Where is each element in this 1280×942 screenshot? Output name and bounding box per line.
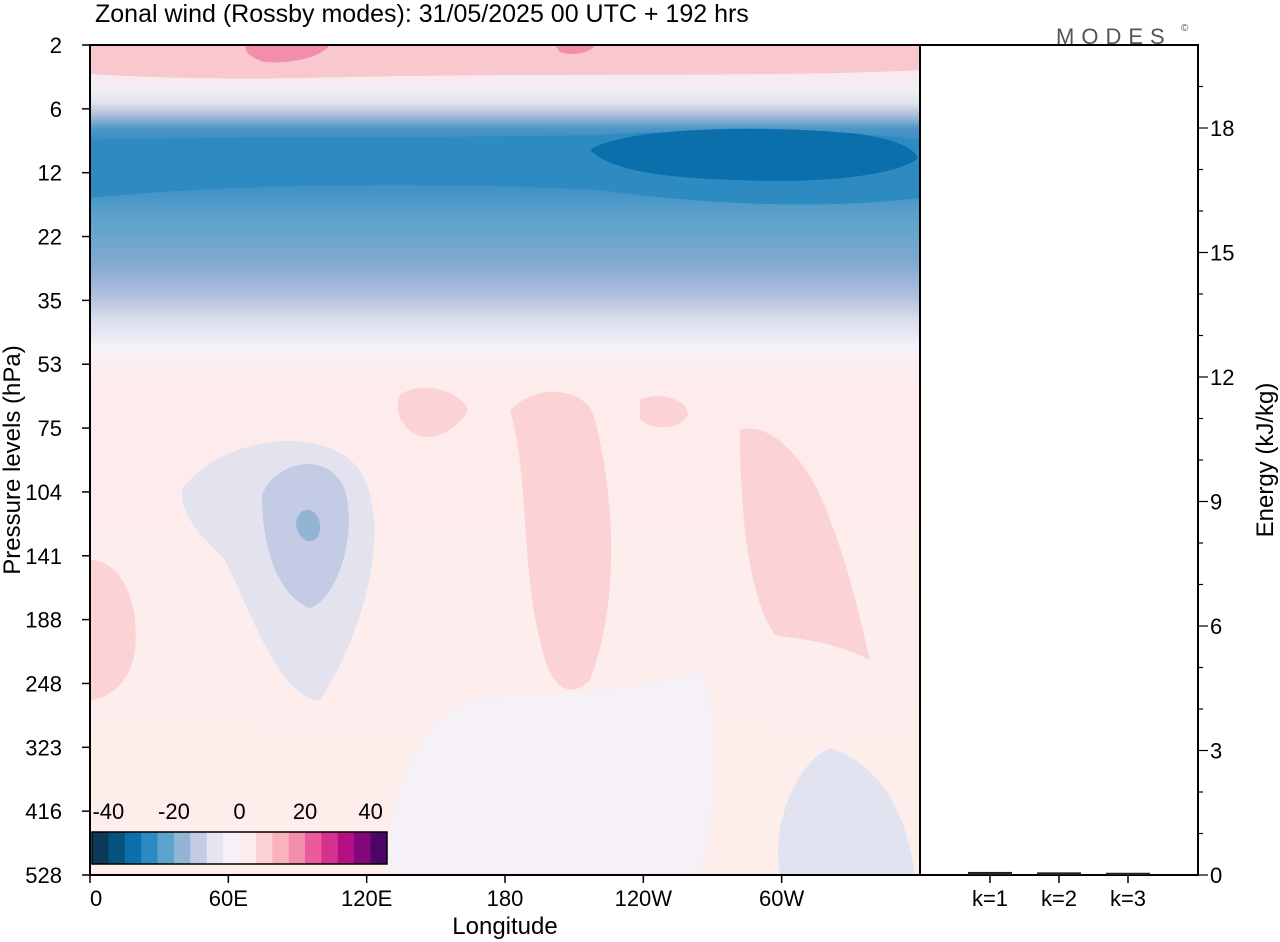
colorbar-cell	[223, 832, 240, 864]
colorbar-tick-label: 20	[293, 799, 317, 824]
energy-tick-label: 12	[1210, 365, 1234, 390]
title: Zonal wind (Rossby modes): 31/05/2025 00…	[95, 0, 749, 28]
x-tick-label: 60W	[759, 886, 804, 911]
energy-tick-label: 6	[1210, 614, 1222, 639]
neg-blob-surface	[778, 748, 915, 875]
energy-panel-frame	[919, 44, 1199, 876]
x-tick-label: 180	[487, 886, 524, 911]
lower-lilac-region	[385, 670, 715, 875]
stratospheric-pink-core	[245, 45, 330, 63]
stratospheric-pink-band	[90, 45, 920, 79]
energy-tick-label: 3	[1210, 739, 1222, 764]
energy-tick-label: 9	[1210, 490, 1222, 515]
colorbar-cell	[255, 832, 273, 864]
colorbar-cell	[239, 832, 257, 864]
neg-blob-core	[296, 510, 321, 542]
energy-panel: 0 3 6 9 12 15 18 k=1 k=2 k=3 Energy (kJ/kg)	[919, 44, 1279, 911]
colorbar-cell	[354, 832, 372, 864]
y-tick-label: 12	[38, 161, 62, 186]
pos-blob-upper-2	[640, 395, 688, 428]
colorbar-tick-label: -40	[92, 799, 124, 824]
colorbar-tick-label: -20	[158, 799, 190, 824]
colorbar-cell	[141, 832, 158, 864]
stratospheric-pink-core-2	[555, 45, 595, 54]
y-tick-label: 528	[25, 863, 62, 888]
colorbar-cell	[124, 832, 142, 864]
x-axis: 0 60E 120E 180 120W 60W	[89, 875, 805, 911]
colorbar-cell	[272, 832, 290, 864]
x-tick-label: 60E	[209, 886, 248, 911]
colorbar-tick-label: 40	[358, 799, 382, 824]
jet-core-max	[590, 128, 918, 181]
y-tick-label: 248	[25, 671, 62, 696]
y-tick-label: 2	[50, 33, 62, 58]
energy-category-label: k=3	[1110, 886, 1146, 911]
colorbar-cell	[157, 832, 175, 864]
wind-field	[90, 45, 920, 875]
y-tick-label: 323	[25, 735, 62, 760]
colorbar-cell	[321, 832, 339, 864]
y-tick-label: 416	[25, 799, 62, 824]
y-tick-label: 35	[38, 288, 62, 313]
energy-tick-label: 0	[1210, 863, 1222, 888]
modes-logo-mark: ©	[1181, 23, 1189, 34]
colorbar-cell	[173, 832, 191, 864]
energy-category-label: k=2	[1041, 886, 1077, 911]
energy-bar	[968, 871, 1012, 875]
x-axis-label: Longitude	[452, 913, 557, 940]
y-tick-label: 104	[25, 480, 62, 505]
colorbar-frame	[91, 831, 388, 865]
energy-bar	[1106, 872, 1150, 875]
y-tick-label: 75	[38, 416, 62, 441]
colorbar-cell	[92, 832, 109, 864]
y-tick-label: 53	[38, 352, 62, 377]
colorbar-cell	[305, 832, 322, 864]
colorbar-cell	[190, 832, 208, 864]
energy-bar	[1037, 872, 1081, 875]
energy-tick-label: 15	[1210, 241, 1234, 266]
colorbar-cell	[108, 832, 126, 864]
pos-blob-west	[90, 560, 136, 700]
y-tick-label: 22	[38, 225, 62, 250]
colorbar-tick-label: 0	[233, 799, 245, 824]
x-tick-label: 0	[90, 886, 102, 911]
colorbar-cell	[206, 832, 224, 864]
y-tick-label: 6	[50, 97, 62, 122]
chart-title: Zonal wind (Rossby modes): 31/05/2025 00…	[95, 0, 749, 28]
y-tick-label: 188	[25, 608, 62, 633]
y-axis-label: Pressure levels (hPa)	[0, 345, 26, 574]
pos-blob-upper-1	[397, 387, 468, 437]
energy-axis-label: Energy (kJ/kg)	[1252, 383, 1279, 538]
colorbar-cell	[337, 832, 355, 864]
pos-blob-dateline	[510, 391, 612, 690]
y-tick-label: 141	[25, 544, 62, 569]
x-tick-label: 120E	[341, 886, 392, 911]
x-tick-label: 120W	[615, 886, 673, 911]
colorbar-cell	[370, 832, 388, 864]
colorbar-cell	[288, 832, 306, 864]
y-axis: 2 6 12 22 35 53 75 104 141 188 248 323 416 528	[25, 33, 90, 888]
pos-blob-east	[740, 428, 870, 660]
energy-category-label: k=1	[972, 886, 1008, 911]
colorbar: -40 -20 0 20 40	[91, 799, 388, 865]
energy-tick-label: 18	[1210, 116, 1234, 141]
